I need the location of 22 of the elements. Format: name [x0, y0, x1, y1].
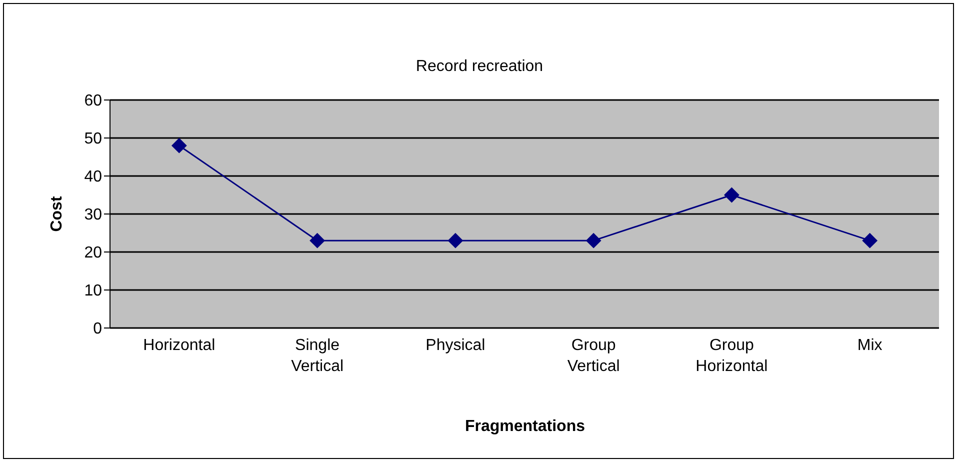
point: [862, 233, 878, 248]
x-tick-label: Physical: [426, 337, 486, 354]
y-tick-label: 20: [84, 244, 102, 262]
y-tick-label: 30: [84, 206, 102, 224]
y-tick-label: 0: [93, 320, 102, 338]
y-tick-label: 50: [84, 130, 102, 148]
y-tick-label: 10: [84, 282, 102, 300]
y-tick-label: 40: [84, 168, 102, 186]
chart-title: Record recreation: [414, 58, 544, 76]
x-tick-label: Single Vertical: [291, 337, 344, 375]
x-tick-label: Horizontal: [143, 337, 216, 354]
point: [448, 233, 463, 248]
point: [724, 188, 740, 202]
x-axis-title: Fragmentations: [464, 418, 586, 436]
point: [586, 233, 602, 248]
point: [310, 233, 325, 248]
x-tick-label: Group Horizontal: [696, 337, 768, 375]
x-tick-label: Group Vertical: [567, 337, 620, 375]
point: [172, 138, 187, 154]
y-tick-label: 60: [84, 92, 102, 110]
y-axis-title: Cost: [48, 196, 66, 232]
x-tick-label: Mix: [857, 337, 882, 354]
